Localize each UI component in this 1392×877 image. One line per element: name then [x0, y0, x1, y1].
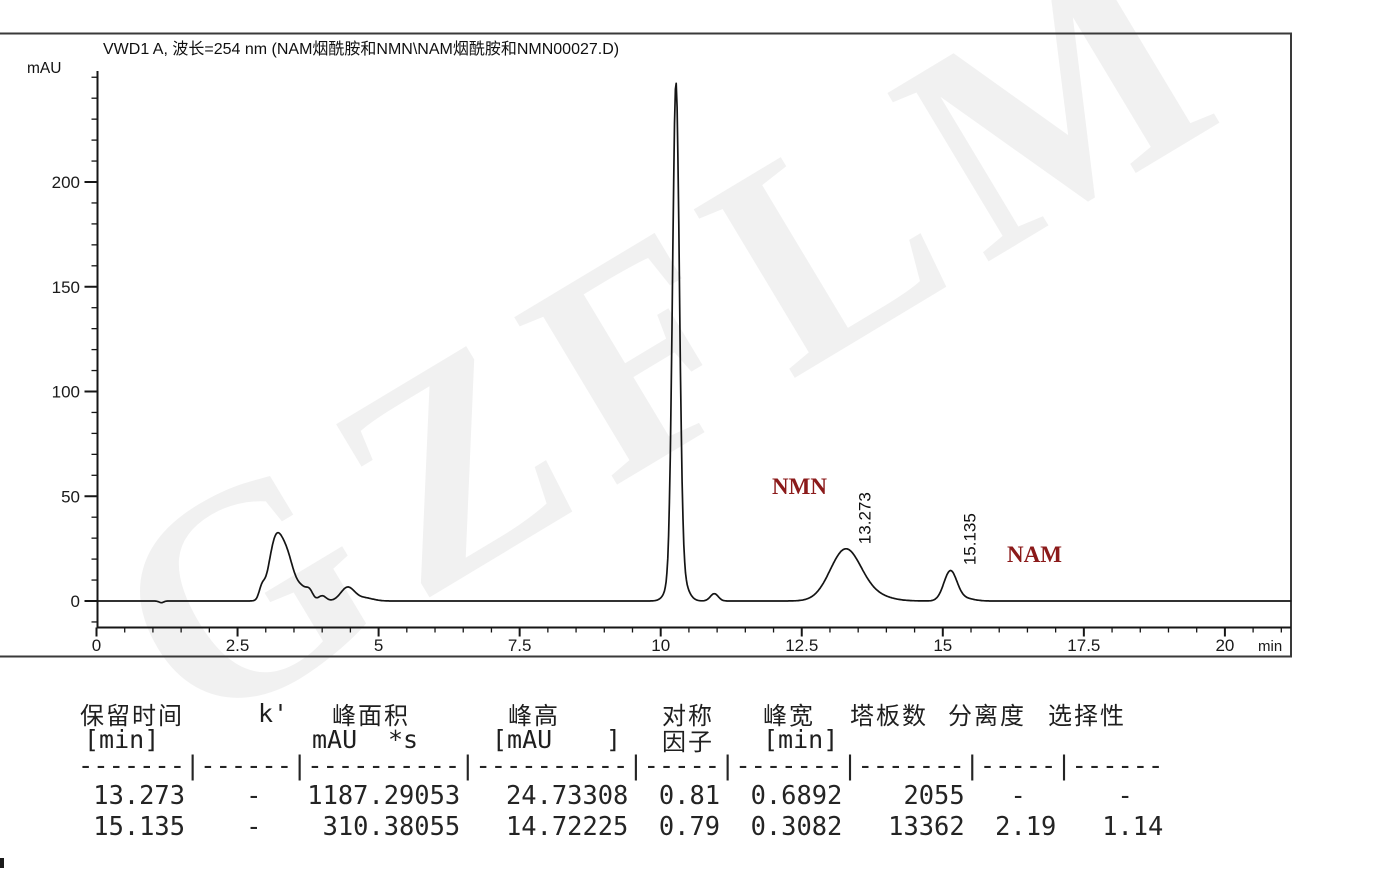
unit-height-mau-open: [mAU	[492, 725, 553, 754]
scan-artifact-mark	[0, 858, 4, 868]
col-header-symmetry: 对称	[662, 703, 714, 730]
col-header-resolution: 分离度	[948, 703, 1026, 730]
x-axis-tick-label: 2.5	[226, 636, 250, 655]
retention-time-label: 13.273	[855, 492, 874, 544]
x-axis-tick-label: 7.5	[508, 636, 532, 655]
x-axis-tick-label: 17.5	[1067, 636, 1100, 655]
unit-height-bracket-close: ]	[606, 725, 622, 754]
y-axis-tick-label: 200	[52, 173, 80, 192]
results-table: -------|------|----------|----------|---…	[78, 750, 1163, 841]
chromatogram-trace	[95, 82, 1292, 604]
col-header-peak-width: 峰宽	[763, 703, 815, 730]
x-axis-tick-label: 12.5	[785, 636, 818, 655]
col-header-k-prime: k'	[258, 699, 289, 728]
x-axis-tick-label: 20	[1215, 636, 1234, 655]
unit-area-seconds: *s	[388, 725, 419, 754]
col-header-plate-number: 塔板数	[850, 703, 928, 730]
peak-annotation-nmn: NMN	[772, 474, 827, 499]
x-axis-tick-label: 10	[651, 636, 670, 655]
peak-annotation-nam: NAM	[1007, 542, 1062, 567]
unit-symmetry-factor: 因子	[662, 729, 714, 756]
unit-area-mau: mAU	[312, 725, 358, 754]
col-header-peak-area: 峰面积	[332, 703, 410, 730]
x-axis-tick-label: 0	[92, 636, 101, 655]
x-axis-unit-label: min	[1258, 638, 1282, 655]
y-axis-tick-label: 0	[71, 592, 80, 611]
chromatogram-plot: 0 50 100 150 200 0 2.5 5 7.5 10 12.5 15 17.5 20 min 13.…	[0, 32, 1292, 658]
unit-retention-min: [min]	[84, 725, 160, 754]
table-separator: -------|------|----------|----------|---…	[78, 750, 1164, 780]
chart-title: VWD1 A, 波长=254 nm (NAM烟酰胺和NMN\NAM烟酰胺和NMN…	[103, 41, 620, 58]
col-header-peak-height: 峰高	[508, 703, 560, 730]
y-axis-tick-label: 150	[52, 278, 80, 297]
retention-time-label: 15.135	[960, 513, 979, 565]
x-axis-tick-label: 15	[933, 636, 952, 655]
y-axis-tick-label: 50	[61, 487, 80, 506]
table-row: 15.135 - 310.38055 14.72225 0.79 0.3082 …	[78, 810, 1164, 841]
y-axis-tick-label: 100	[52, 383, 80, 402]
col-header-retention-time: 保留时间	[80, 703, 184, 730]
table-row: 13.273 - 1187.29053 24.73308 0.81 0.6892…	[78, 780, 1164, 811]
col-header-selectivity: 选择性	[1048, 703, 1126, 730]
x-axis-tick-label: 5	[374, 636, 383, 655]
y-axis-unit-label: mAU	[27, 60, 62, 77]
unit-width-min: [min]	[763, 725, 839, 754]
